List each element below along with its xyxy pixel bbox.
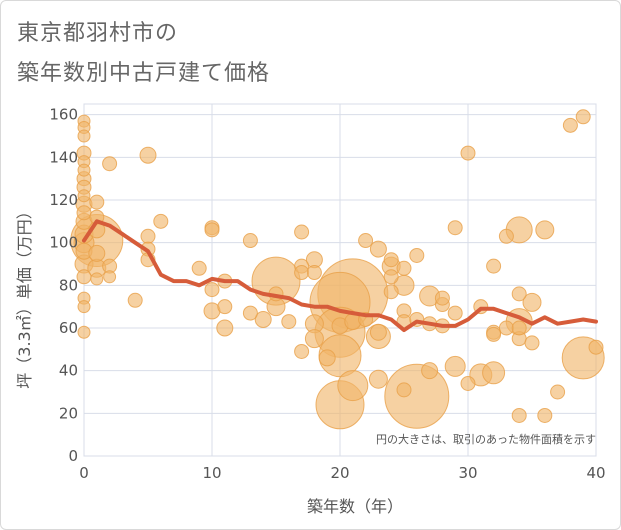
bubble-point <box>575 109 591 125</box>
bubble-point <box>306 265 322 281</box>
bubble-point <box>204 222 220 238</box>
bubble-point <box>550 384 566 400</box>
bubble-point <box>460 375 476 391</box>
chart-annotation: 円の大きさは、取引のあった物件面積を示す <box>376 432 596 446</box>
bubble-point <box>217 299 233 315</box>
x-tick-label: 40 <box>586 464 605 482</box>
bubble-point <box>447 220 463 236</box>
x-tick-label: 20 <box>330 464 349 482</box>
bubble-point <box>90 272 104 286</box>
bubble-point <box>498 320 514 336</box>
bubble-point <box>191 260 207 276</box>
bubble-point <box>460 145 476 161</box>
bubble-point <box>304 329 324 349</box>
bubble-point <box>77 300 91 314</box>
chart-title-line1: 東京都羽村市の <box>17 21 179 46</box>
x-axis-label: 築年数（年） <box>307 497 403 516</box>
bubble-point <box>204 282 220 298</box>
bubble-point <box>434 290 450 306</box>
average-line-series <box>82 219 598 333</box>
bubble-point <box>486 326 502 342</box>
bubble-point <box>88 244 106 262</box>
bubble-point <box>511 320 527 336</box>
bubble-point <box>127 292 143 308</box>
bubble-point <box>396 382 412 398</box>
bubble-point <box>254 310 272 328</box>
bubble-point <box>76 269 92 285</box>
bubble-point <box>77 129 91 143</box>
y-tick-label: 20 <box>59 404 78 422</box>
bubble-point <box>281 314 297 330</box>
bubble-point <box>242 305 258 321</box>
bubble-point <box>486 258 502 274</box>
bubble-point <box>537 407 553 423</box>
y-tick-label: 160 <box>49 106 78 124</box>
bubble-point <box>294 224 310 240</box>
x-tick-label: 30 <box>458 464 477 482</box>
bubble-point <box>421 362 439 380</box>
bubble-point <box>524 335 540 351</box>
y-tick-label: 140 <box>49 148 78 166</box>
bubble-point <box>409 247 425 263</box>
bubble-point <box>369 240 387 258</box>
bubble-point <box>383 269 399 285</box>
y-tick-label: 0 <box>68 447 78 465</box>
bubble-point <box>482 361 506 385</box>
y-tick-label: 80 <box>59 276 78 294</box>
bubble-point <box>76 205 92 221</box>
bubble-point <box>153 213 169 229</box>
bubble-point <box>511 286 527 302</box>
bubble-point <box>384 363 450 429</box>
average-line <box>82 219 598 333</box>
bubble-point <box>444 355 466 377</box>
bubble-point <box>102 156 118 172</box>
y-tick-label: 120 <box>49 191 78 209</box>
chart-title-line2: 築年数別中古戸建て価格 <box>17 61 271 86</box>
y-tick-label: 60 <box>59 319 78 337</box>
y-axis-label: 坪（3.3㎡）単価（万円） <box>15 203 34 388</box>
bubble-point <box>242 233 258 249</box>
bubble-point <box>77 189 91 203</box>
y-tick-label: 100 <box>49 234 78 252</box>
bubble-point <box>294 265 310 281</box>
bubble-point <box>396 260 412 276</box>
x-tick-label: 0 <box>79 464 89 482</box>
bubble-point <box>535 220 555 240</box>
bubble-point <box>77 163 91 177</box>
bubble-series <box>70 109 605 430</box>
bubble-point <box>383 284 399 300</box>
x-tick-label: 10 <box>202 464 221 482</box>
bubble-point <box>103 270 117 284</box>
axes: 0 20 40 60 80 100 120 140 160 0 10 20 30 40 <box>49 106 605 482</box>
bubble-point <box>511 407 527 423</box>
bubble-point <box>318 349 336 367</box>
bubble-point <box>588 339 604 355</box>
bubble-point <box>139 146 157 164</box>
bubble-point <box>77 325 91 339</box>
bubble-point <box>89 194 105 210</box>
bubble-point <box>369 323 387 341</box>
bubble-point <box>358 233 374 249</box>
bubble-point <box>368 369 388 389</box>
bubble-point <box>294 343 310 359</box>
bubble-point <box>562 117 578 133</box>
bubble-point <box>522 292 542 312</box>
bubble-point <box>447 305 463 321</box>
bubble-point <box>337 370 369 402</box>
bubble-point <box>140 228 156 244</box>
y-tick-label: 40 <box>59 362 78 380</box>
bubble-point <box>216 319 234 337</box>
bubble-point <box>383 252 399 268</box>
bubble-point <box>498 228 514 244</box>
